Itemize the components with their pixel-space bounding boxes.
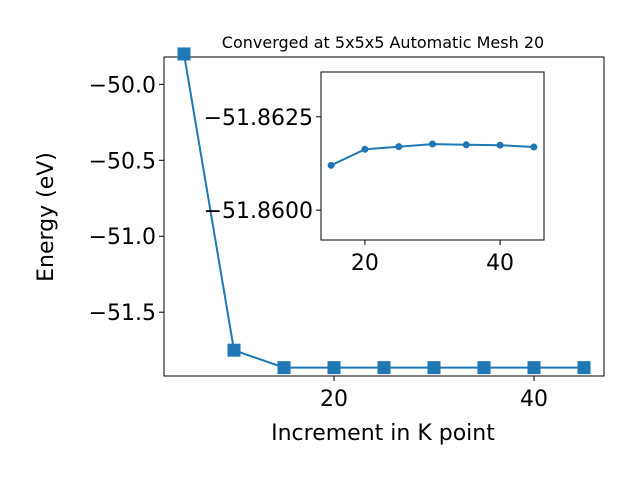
data-point — [177, 47, 191, 61]
inset-x-ticks: 20 40 — [351, 240, 514, 276]
inset-y-ticks: −51.8625 −51.8600 — [204, 106, 321, 224]
data-point — [530, 143, 538, 151]
data-point — [477, 361, 491, 375]
x-tick-label: 40 — [520, 387, 548, 412]
inset-series-markers — [327, 140, 538, 169]
data-point — [377, 361, 391, 375]
y-tick-label: −51.5 — [89, 301, 156, 326]
y-tick-label: −51.0 — [89, 225, 156, 250]
data-point — [277, 361, 291, 375]
y-tick-label: −50.0 — [89, 73, 156, 98]
data-point — [577, 361, 591, 375]
data-point — [496, 141, 504, 149]
x-tick-label: 40 — [486, 251, 514, 276]
main-x-ticks: 20 40 — [320, 376, 548, 412]
data-point — [527, 361, 541, 375]
main-plot-frame — [163, 56, 605, 377]
data-point — [327, 361, 341, 375]
x-tick-label: 20 — [351, 251, 379, 276]
y-tick-label: −51.8625 — [204, 106, 313, 131]
data-point — [462, 141, 470, 149]
data-point — [227, 343, 241, 357]
data-point — [361, 145, 369, 153]
y-tick-label: −51.8600 — [204, 199, 313, 224]
data-point — [427, 361, 441, 375]
y-axis-label: Energy (eV) — [34, 152, 59, 282]
main-series-markers — [177, 47, 591, 375]
x-axis-label: Increment in K point — [271, 421, 495, 446]
x-tick-label: 20 — [320, 387, 348, 412]
data-point — [429, 140, 436, 148]
inset-plot-frame — [320, 71, 545, 241]
data-point — [395, 143, 403, 151]
main-y-ticks: −50.0 −50.5 −51.0 −51.5 — [89, 73, 164, 326]
y-tick-label: −50.5 — [89, 149, 156, 174]
chart-title: Converged at 5x5x5 Automatic Mesh 20 — [222, 33, 544, 52]
data-point — [327, 161, 335, 169]
